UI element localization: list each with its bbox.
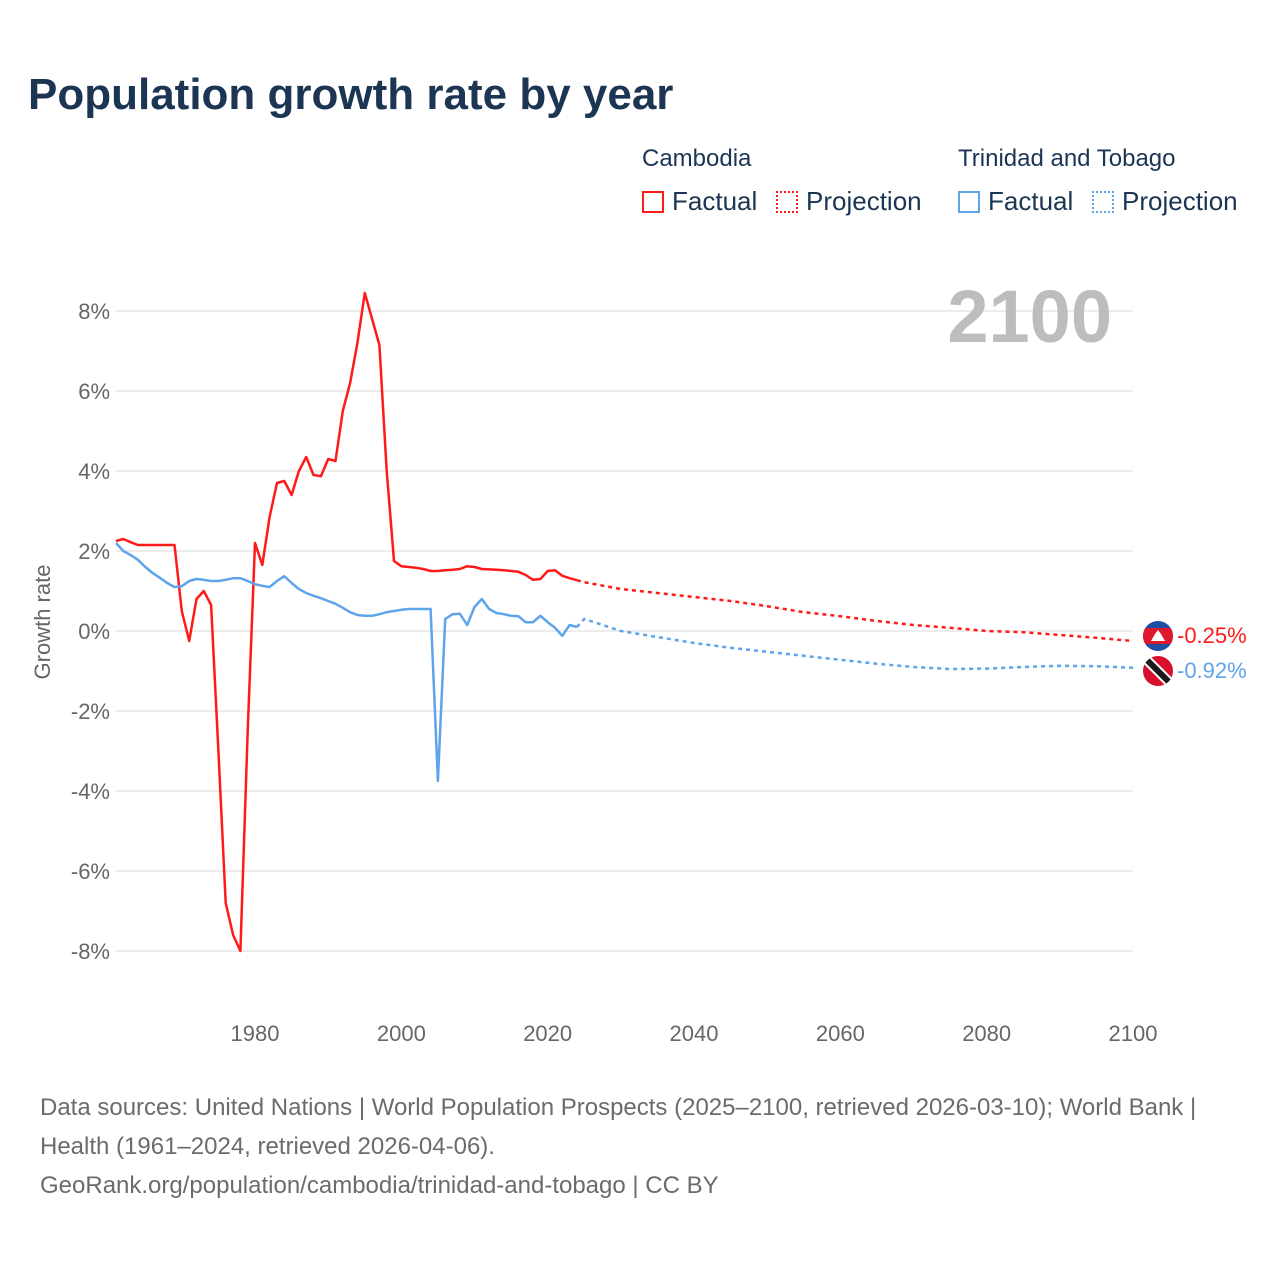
legend-swatch-solid (642, 190, 664, 213)
x-tick-label: 2040 (670, 1021, 719, 1046)
y-tick-label: 8% (78, 299, 110, 324)
y-tick-label: 2% (78, 539, 110, 564)
legend-trinidad-factual[interactable]: Factual (958, 186, 1073, 217)
x-tick-label: 2000 (377, 1021, 426, 1046)
y-axis-label: Growth rate (30, 565, 55, 680)
legend-cambodia-factual[interactable]: Factual (642, 186, 757, 217)
x-tick-label: 2020 (523, 1021, 572, 1046)
chart-title: Population growth rate by year (28, 70, 674, 119)
series-line-factual-1 (115, 542, 578, 783)
year-watermark: 2100 (947, 275, 1112, 358)
data-sources: Data sources: United Nations | World Pop… (40, 1094, 1197, 1160)
legend-label: Factual (672, 186, 758, 216)
legend-group-cambodia: Cambodia (642, 145, 752, 172)
y-tick-label: 0% (78, 619, 110, 644)
y-tick-label: -2% (71, 699, 110, 724)
x-tick-label: 1980 (231, 1021, 280, 1046)
legend-label: Factual (988, 186, 1074, 216)
legend-swatch-dotted (1092, 190, 1114, 213)
y-tick-label: -8% (71, 939, 110, 964)
x-tick-label: 2080 (962, 1021, 1011, 1046)
legend-trinidad-projection[interactable]: Projection (1092, 186, 1238, 217)
y-tick-label: 6% (78, 379, 110, 404)
cambodia-end-label: -0.25% (1177, 623, 1247, 648)
series-line-factual-0 (115, 291, 578, 953)
y-tick-label: -6% (71, 859, 110, 884)
legend-group-trinidad: Trinidad and Tobago (958, 145, 1176, 172)
footer: Data sources: United Nations | World Pop… (40, 1088, 1240, 1205)
trinidad-flag-icon (1143, 656, 1173, 686)
y-tick-label: -4% (71, 779, 110, 804)
trinidad-end-label: -0.92% (1177, 658, 1247, 683)
series-line-projection-1 (575, 617, 1134, 671)
x-tick-label: 2060 (816, 1021, 865, 1046)
legend-label: Projection (1122, 186, 1238, 216)
legend-cambodia-projection[interactable]: Projection (776, 186, 922, 217)
legend-swatch-solid (958, 190, 980, 213)
legend-swatch-dotted (776, 190, 798, 213)
cambodia-flag-icon (1143, 621, 1173, 651)
legend-label: Projection (806, 186, 922, 216)
source-link[interactable]: GeoRank.org/population/cambodia/trinidad… (40, 1172, 719, 1199)
series-line-projection-0 (576, 578, 1134, 643)
x-tick-label: 2100 (1109, 1021, 1158, 1046)
y-tick-label: 4% (78, 459, 110, 484)
